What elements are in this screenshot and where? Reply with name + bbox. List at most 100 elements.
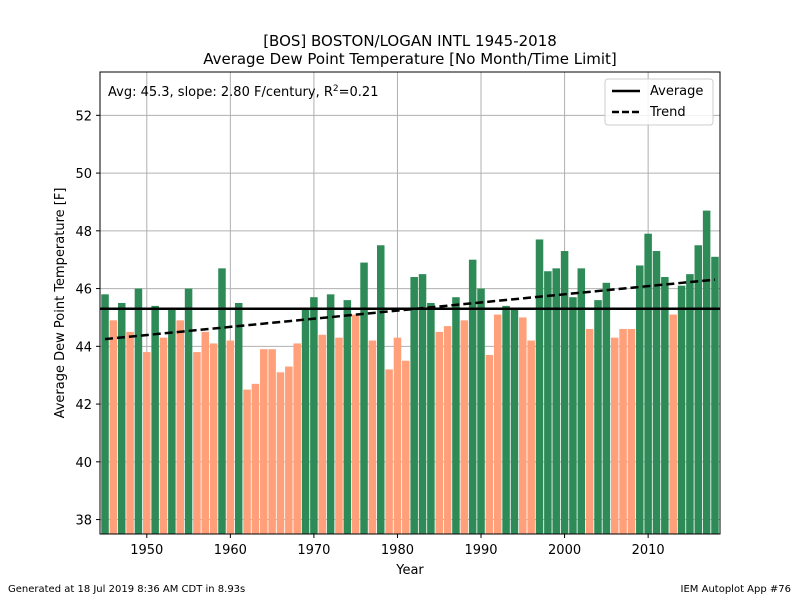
bar-1961 bbox=[234, 303, 243, 534]
bar-1986 bbox=[443, 326, 452, 534]
bar-1974 bbox=[343, 300, 352, 534]
bar-1984 bbox=[427, 303, 435, 534]
bar-1983 bbox=[418, 274, 427, 534]
stats-annotation-text: Avg: 45.3, slope: 2.80 F/century, R bbox=[108, 85, 333, 100]
bar-1970 bbox=[310, 297, 318, 534]
bar-1980 bbox=[393, 337, 402, 534]
bar-1945 bbox=[101, 294, 109, 534]
bar-2000 bbox=[560, 251, 569, 534]
bar-1957 bbox=[201, 331, 210, 534]
chart-title-line2: Average Dew Point Temperature [No Month/… bbox=[203, 50, 617, 68]
bar-1968 bbox=[293, 343, 301, 534]
bar-2001 bbox=[569, 297, 577, 534]
bar-1964 bbox=[260, 349, 268, 534]
y-tick-label: 50 bbox=[75, 167, 92, 182]
bar-1971 bbox=[318, 334, 327, 534]
x-tick-label: 1950 bbox=[130, 543, 163, 558]
x-tick-label: 1980 bbox=[381, 543, 414, 558]
legend-average-label: Average bbox=[650, 84, 703, 99]
x-tick-label: 2010 bbox=[632, 543, 665, 558]
bar-1998 bbox=[544, 271, 552, 534]
legend: Average Trend bbox=[604, 78, 714, 126]
bar-2009 bbox=[636, 265, 644, 534]
bar-1975 bbox=[351, 314, 360, 534]
bars bbox=[101, 210, 719, 534]
bar-1996 bbox=[527, 340, 535, 534]
bar-2012 bbox=[661, 277, 669, 534]
bar-2004 bbox=[594, 300, 602, 534]
bar-1973 bbox=[335, 337, 343, 534]
bar-1958 bbox=[209, 343, 218, 534]
bar-1959 bbox=[218, 268, 226, 534]
bar-1987 bbox=[452, 297, 460, 534]
bar-1979 bbox=[385, 369, 393, 534]
bar-1953 bbox=[168, 308, 176, 534]
bar-2017 bbox=[702, 210, 711, 534]
y-tick-label: 42 bbox=[75, 398, 92, 413]
bar-1981 bbox=[402, 360, 410, 534]
bar-1994 bbox=[510, 308, 519, 534]
bar-2002 bbox=[577, 268, 586, 534]
reference-lines bbox=[100, 278, 720, 341]
bar-1985 bbox=[435, 331, 444, 534]
bar-2006 bbox=[610, 337, 619, 534]
bar-1992 bbox=[493, 314, 502, 534]
bar-1948 bbox=[126, 331, 134, 534]
grid-lines bbox=[100, 72, 720, 534]
footer-generated-note: Generated at 18 Jul 2019 8:36 AM CDT in … bbox=[8, 584, 246, 595]
bar-1967 bbox=[285, 366, 293, 534]
bar-1977 bbox=[368, 340, 377, 534]
y-tick-label: 52 bbox=[75, 109, 92, 124]
bar-2016 bbox=[694, 245, 703, 534]
bar-1955 bbox=[184, 288, 193, 534]
bar-2015 bbox=[686, 274, 694, 534]
y-tick-label: 38 bbox=[75, 514, 92, 529]
bar-2013 bbox=[669, 314, 677, 534]
bar-2003 bbox=[585, 328, 594, 534]
y-tick-label: 40 bbox=[75, 456, 92, 471]
bar-1997 bbox=[535, 239, 544, 534]
x-tick-label: 1960 bbox=[214, 543, 247, 558]
bar-2011 bbox=[652, 251, 661, 534]
bar-1969 bbox=[301, 308, 310, 534]
y-tick-label: 46 bbox=[75, 283, 92, 298]
x-tick-label: 2000 bbox=[548, 543, 581, 558]
bar-1999 bbox=[552, 268, 560, 534]
legend-trend-label: Trend bbox=[649, 105, 686, 120]
y-tick-label: 48 bbox=[75, 225, 92, 240]
bar-2010 bbox=[644, 233, 652, 534]
bar-1972 bbox=[326, 294, 335, 534]
stats-annotation-sup: 2 bbox=[333, 84, 339, 94]
axis-ticks: 1950 1960 1970 1980 1990 2000 2010 38 40 42 44 46 48… bbox=[75, 109, 664, 558]
bar-1965 bbox=[268, 349, 276, 534]
plot-frame bbox=[99, 71, 721, 535]
bar-1990 bbox=[477, 288, 485, 534]
x-tick-label: 1970 bbox=[297, 543, 330, 558]
bar-2005 bbox=[602, 282, 611, 534]
bar-1949 bbox=[134, 288, 143, 534]
bar-2008 bbox=[627, 328, 636, 534]
bar-1950 bbox=[143, 352, 151, 534]
bar-1954 bbox=[176, 320, 184, 534]
bar-1963 bbox=[251, 383, 260, 534]
y-tick-label: 44 bbox=[75, 340, 92, 355]
bar-1976 bbox=[360, 262, 368, 534]
bar-1962 bbox=[243, 389, 251, 534]
stats-annotation: Avg: 45.3, slope: 2.80 F/century, R2=0.2… bbox=[108, 84, 378, 100]
bar-1952 bbox=[159, 337, 168, 534]
bar-1956 bbox=[193, 352, 201, 534]
bar-1951 bbox=[151, 305, 159, 534]
bar-1995 bbox=[519, 317, 527, 534]
footer-app-label: IEM Autoplot App #76 bbox=[680, 584, 791, 595]
bar-2018 bbox=[711, 256, 719, 534]
bar-1978 bbox=[376, 245, 385, 534]
stats-annotation-r2: =0.21 bbox=[339, 85, 379, 100]
trend-line bbox=[104, 278, 716, 341]
bar-1988 bbox=[460, 320, 469, 534]
chart-title-line1: [BOS] BOSTON/LOGAN INTL 1945-2018 bbox=[263, 32, 557, 50]
y-axis-label: Average Dew Point Temperature [F] bbox=[53, 188, 68, 419]
bar-1989 bbox=[468, 259, 477, 534]
bar-1991 bbox=[485, 354, 494, 534]
bar-2014 bbox=[677, 285, 686, 534]
